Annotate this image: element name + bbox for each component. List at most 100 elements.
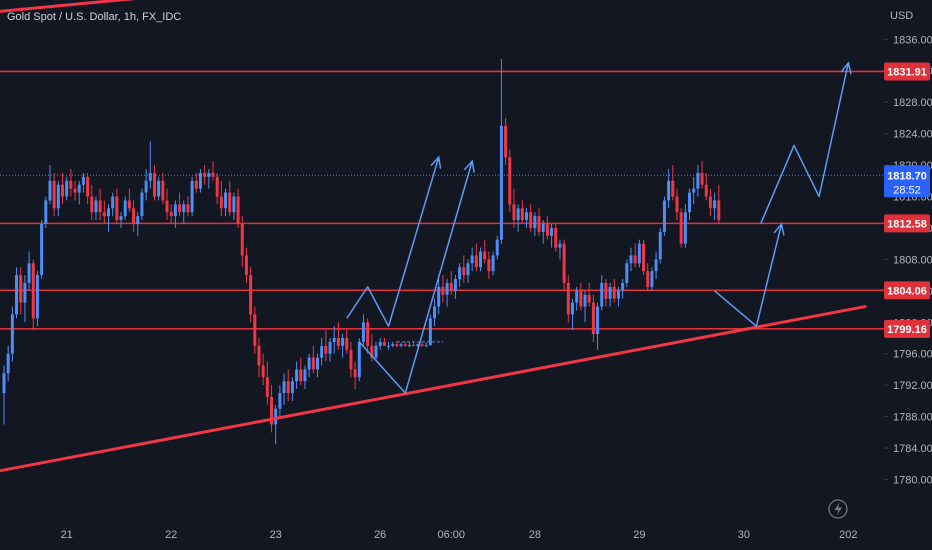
- candle[interactable]: [199, 169, 202, 193]
- candle[interactable]: [237, 189, 240, 228]
- candle[interactable]: [107, 204, 110, 232]
- candle[interactable]: [504, 118, 507, 165]
- candle[interactable]: [61, 173, 64, 204]
- candle[interactable]: [696, 165, 699, 196]
- candle[interactable]: [57, 181, 60, 216]
- candle[interactable]: [408, 343, 411, 348]
- candle[interactable]: [362, 314, 365, 345]
- candle[interactable]: [688, 189, 691, 220]
- candle[interactable]: [642, 240, 645, 275]
- candle[interactable]: [563, 240, 566, 291]
- candle[interactable]: [680, 208, 683, 247]
- candle[interactable]: [437, 279, 440, 314]
- candle[interactable]: [103, 200, 106, 224]
- candle[interactable]: [216, 173, 219, 204]
- candle[interactable]: [588, 283, 591, 307]
- candle[interactable]: [663, 197, 666, 236]
- candle[interactable]: [245, 248, 248, 283]
- candle[interactable]: [492, 252, 495, 276]
- candle[interactable]: [571, 299, 574, 330]
- candle[interactable]: [278, 385, 281, 416]
- candle[interactable]: [303, 365, 306, 389]
- candle[interactable]: [709, 189, 712, 217]
- candle[interactable]: [3, 365, 6, 424]
- candle[interactable]: [324, 330, 327, 361]
- candle[interactable]: [596, 303, 599, 350]
- candle[interactable]: [23, 275, 26, 322]
- candle[interactable]: [496, 236, 499, 260]
- candle[interactable]: [82, 173, 85, 193]
- candle[interactable]: [94, 197, 97, 221]
- candle[interactable]: [329, 338, 332, 362]
- candle[interactable]: [212, 161, 215, 181]
- candle[interactable]: [475, 244, 478, 272]
- candle[interactable]: [592, 295, 595, 342]
- candle[interactable]: [90, 185, 93, 220]
- candle[interactable]: [266, 362, 269, 405]
- candle[interactable]: [521, 200, 524, 224]
- candle[interactable]: [44, 197, 47, 228]
- candle[interactable]: [69, 169, 72, 197]
- candle[interactable]: [701, 161, 704, 189]
- candle[interactable]: [404, 342, 407, 347]
- candle[interactable]: [717, 185, 720, 224]
- candle[interactable]: [299, 358, 302, 386]
- candle[interactable]: [441, 275, 444, 303]
- candle[interactable]: [191, 177, 194, 216]
- candle[interactable]: [124, 197, 127, 221]
- candle[interactable]: [684, 204, 687, 247]
- candle[interactable]: [7, 346, 10, 381]
- candle[interactable]: [120, 212, 123, 228]
- candle[interactable]: [333, 326, 336, 354]
- candle[interactable]: [195, 173, 198, 193]
- candle[interactable]: [257, 338, 260, 377]
- candle[interactable]: [40, 220, 43, 279]
- candle[interactable]: [529, 204, 532, 232]
- candle[interactable]: [446, 279, 449, 307]
- candle[interactable]: [32, 259, 35, 330]
- candle[interactable]: [421, 342, 424, 347]
- candle[interactable]: [320, 338, 323, 366]
- candle[interactable]: [283, 373, 286, 404]
- lightning-icon[interactable]: [829, 500, 847, 518]
- candle[interactable]: [462, 255, 465, 283]
- candle[interactable]: [604, 279, 607, 307]
- candle[interactable]: [613, 279, 616, 303]
- candle[interactable]: [228, 181, 231, 216]
- candle[interactable]: [483, 240, 486, 264]
- candle[interactable]: [630, 248, 633, 272]
- candle[interactable]: [433, 299, 436, 327]
- candle[interactable]: [567, 275, 570, 322]
- candle[interactable]: [224, 189, 227, 217]
- candle[interactable]: [207, 169, 210, 189]
- candle[interactable]: [429, 314, 432, 345]
- candle[interactable]: [11, 307, 14, 362]
- candle[interactable]: [538, 208, 541, 236]
- candle[interactable]: [638, 240, 641, 268]
- candle[interactable]: [692, 177, 695, 205]
- candle[interactable]: [65, 177, 68, 201]
- candle[interactable]: [366, 318, 369, 353]
- candle[interactable]: [341, 334, 344, 358]
- candle[interactable]: [609, 283, 612, 307]
- candle[interactable]: [512, 189, 515, 228]
- candle[interactable]: [625, 259, 628, 287]
- candle[interactable]: [149, 141, 152, 188]
- candle[interactable]: [655, 252, 658, 280]
- candle[interactable]: [713, 193, 716, 221]
- candle[interactable]: [525, 208, 528, 228]
- candle[interactable]: [383, 338, 386, 346]
- candle[interactable]: [705, 173, 708, 201]
- candle[interactable]: [128, 189, 131, 213]
- candle[interactable]: [671, 165, 674, 200]
- candle[interactable]: [412, 343, 415, 347]
- candle[interactable]: [232, 193, 235, 221]
- candle[interactable]: [634, 244, 637, 268]
- candle[interactable]: [170, 204, 173, 224]
- candle[interactable]: [308, 354, 311, 378]
- candle[interactable]: [295, 362, 298, 390]
- candle[interactable]: [316, 354, 319, 378]
- candle[interactable]: [584, 291, 587, 322]
- candle[interactable]: [558, 240, 561, 260]
- candle[interactable]: [517, 204, 520, 232]
